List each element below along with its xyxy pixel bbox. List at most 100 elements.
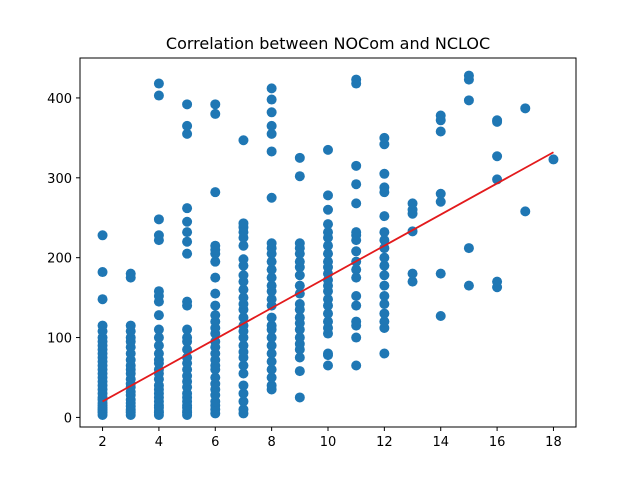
data-point <box>294 256 305 267</box>
data-point <box>379 168 390 179</box>
data-point <box>463 243 474 254</box>
data-point <box>182 296 193 307</box>
data-point <box>266 348 277 359</box>
data-point <box>210 99 221 110</box>
data-point <box>463 95 474 106</box>
data-point <box>351 227 362 238</box>
data-point <box>435 188 446 199</box>
data-point <box>351 179 362 190</box>
data-point <box>182 248 193 259</box>
data-point <box>323 219 333 230</box>
data-point <box>266 146 277 157</box>
data-point <box>379 227 390 238</box>
regression-line-layer <box>102 151 554 403</box>
data-point <box>153 214 164 225</box>
data-point <box>323 144 333 155</box>
data-point <box>97 267 108 278</box>
data-point <box>323 294 333 305</box>
scatter-points <box>97 70 559 421</box>
data-point <box>294 270 305 281</box>
data-point <box>97 230 108 241</box>
data-point <box>97 320 108 331</box>
data-point <box>379 291 390 302</box>
data-point <box>351 272 362 283</box>
data-point <box>182 352 193 363</box>
data-point <box>182 203 193 214</box>
data-point <box>492 115 503 126</box>
data-point <box>294 152 305 163</box>
data-point <box>435 126 446 137</box>
data-point <box>266 280 277 291</box>
data-point <box>97 294 108 305</box>
data-point <box>351 291 362 302</box>
data-point <box>153 340 164 351</box>
data-point <box>153 90 164 101</box>
data-point <box>153 310 164 321</box>
data-point <box>238 135 249 146</box>
data-point <box>153 230 164 241</box>
x-tick-label: 10 <box>320 435 337 450</box>
data-point <box>266 332 277 343</box>
data-point <box>238 218 249 229</box>
data-point <box>266 256 277 267</box>
data-point <box>435 110 446 121</box>
data-point <box>323 240 333 251</box>
data-point <box>153 324 164 335</box>
data-point <box>266 294 277 305</box>
data-point <box>238 396 249 407</box>
data-point <box>182 227 193 238</box>
regression-line <box>102 151 554 403</box>
data-point <box>379 348 390 359</box>
y-tick-label: 100 <box>47 332 72 347</box>
data-point <box>266 128 277 139</box>
data-point <box>351 316 362 327</box>
data-point <box>210 372 221 383</box>
data-point <box>238 380 249 391</box>
data-point <box>323 227 333 238</box>
data-point <box>266 238 277 249</box>
data-point <box>266 192 277 203</box>
data-point <box>125 320 136 331</box>
data-point <box>238 388 249 399</box>
data-point <box>463 70 474 81</box>
data-point <box>323 256 333 267</box>
data-point <box>379 243 390 254</box>
data-point <box>323 308 333 319</box>
data-point <box>492 276 503 287</box>
data-point <box>238 360 249 371</box>
x-tick-label: 12 <box>376 435 393 450</box>
data-point <box>379 252 390 263</box>
data-point <box>210 336 221 347</box>
data-point <box>294 392 305 403</box>
data-point <box>266 320 277 331</box>
y-tick-label: 200 <box>47 252 72 267</box>
data-point <box>266 356 277 367</box>
data-point <box>294 332 305 343</box>
data-point <box>351 300 362 311</box>
data-point <box>153 78 164 89</box>
data-point <box>182 216 193 227</box>
data-point <box>238 368 249 379</box>
data-point <box>238 270 249 281</box>
data-point <box>266 264 277 275</box>
data-point <box>351 198 362 209</box>
data-point <box>294 171 305 182</box>
data-point <box>323 190 333 201</box>
data-point <box>210 240 221 251</box>
data-point <box>379 260 390 271</box>
data-point <box>435 196 446 207</box>
x-tick-label: 14 <box>432 435 449 450</box>
x-tick-label: 8 <box>267 435 275 450</box>
data-point <box>294 280 305 291</box>
data-point <box>153 286 164 297</box>
data-point <box>323 348 333 359</box>
data-point <box>210 300 221 311</box>
y-tick-label: 0 <box>64 411 72 426</box>
data-point <box>379 211 390 222</box>
data-point <box>238 284 249 295</box>
data-point <box>266 372 277 383</box>
y-axis-ticks: 0 100 200 300 400 <box>47 92 80 426</box>
data-point <box>182 236 193 247</box>
data-point <box>379 280 390 291</box>
